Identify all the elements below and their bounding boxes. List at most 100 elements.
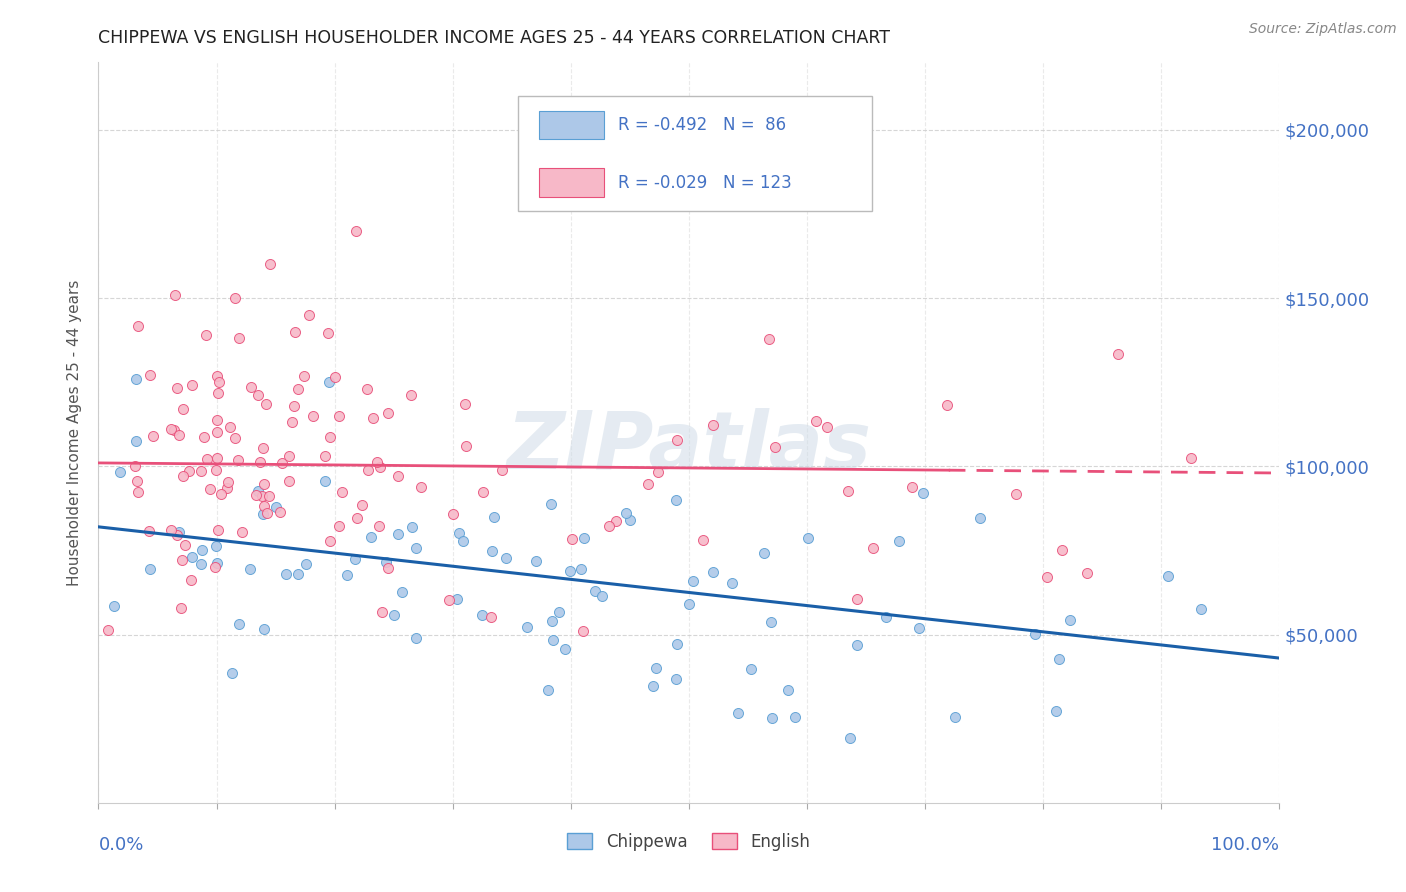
Point: [441, 507, 464, 521]
Point: [257, 489, 280, 503]
Point: [217, 475, 239, 490]
Point: [292, 368, 315, 383]
Point: [619, 513, 641, 527]
Point: [558, 565, 581, 579]
Point: [124, 458, 146, 473]
Point: [204, 559, 226, 574]
Point: [481, 543, 503, 558]
Point: [350, 498, 373, 512]
FancyBboxPatch shape: [517, 95, 872, 211]
Point: [205, 413, 228, 427]
Point: [399, 387, 422, 401]
Point: [239, 562, 262, 576]
Point: [561, 532, 583, 546]
Point: [163, 288, 186, 302]
Point: [125, 475, 148, 489]
Point: [224, 431, 246, 445]
Point: [125, 434, 148, 448]
Point: [344, 552, 367, 566]
Point: [226, 452, 249, 467]
Point: [682, 574, 704, 588]
Point: [1076, 566, 1098, 580]
Point: [209, 486, 232, 500]
Point: [375, 555, 398, 569]
Point: [228, 331, 250, 345]
Point: [1052, 543, 1074, 558]
Point: [330, 484, 353, 499]
Point: [269, 505, 291, 519]
Text: R = -0.492   N =  86: R = -0.492 N = 86: [619, 116, 786, 134]
Point: [524, 554, 547, 568]
Point: [1045, 704, 1067, 718]
Text: 100.0%: 100.0%: [1212, 836, 1279, 855]
Point: [776, 683, 799, 698]
Point: [875, 610, 897, 624]
Point: [727, 706, 749, 720]
Point: [127, 318, 149, 333]
Point: [543, 633, 565, 648]
Point: [271, 456, 294, 470]
Point: [371, 605, 394, 619]
Point: [912, 485, 935, 500]
Point: [224, 291, 246, 305]
Point: [637, 476, 659, 491]
Point: [287, 382, 309, 396]
Point: [451, 533, 474, 548]
Point: [405, 631, 427, 645]
Point: [837, 484, 859, 499]
Point: [1059, 613, 1081, 627]
Point: [207, 368, 229, 383]
Point: [377, 560, 399, 574]
Point: [245, 488, 267, 502]
Point: [382, 608, 405, 623]
Point: [665, 672, 688, 686]
Point: [138, 524, 160, 538]
Point: [449, 526, 471, 541]
Point: [142, 428, 165, 442]
Point: [287, 567, 309, 582]
Point: [167, 427, 190, 442]
Point: [174, 538, 197, 552]
Point: [409, 480, 432, 494]
Point: [207, 385, 229, 400]
Point: [295, 557, 318, 571]
Point: [647, 465, 669, 479]
Point: [1024, 627, 1046, 641]
Point: [761, 711, 783, 725]
Point: [316, 326, 339, 341]
Point: [240, 379, 263, 393]
Point: [193, 430, 215, 444]
Point: [264, 500, 287, 514]
Point: [721, 576, 744, 591]
Point: [598, 519, 620, 533]
Point: [554, 642, 576, 657]
Point: [540, 497, 562, 511]
Point: [678, 598, 700, 612]
Text: 0.0%: 0.0%: [98, 836, 143, 855]
Point: [253, 623, 276, 637]
Point: [666, 637, 689, 651]
Point: [761, 615, 783, 629]
Point: [166, 528, 188, 542]
Point: [1107, 347, 1129, 361]
Point: [328, 409, 350, 423]
Point: [401, 520, 423, 534]
Point: [180, 573, 202, 587]
Point: [319, 534, 342, 549]
Point: [298, 308, 321, 322]
Point: [484, 509, 506, 524]
Point: [228, 617, 250, 632]
Text: ZIPatlas: ZIPatlas: [506, 409, 872, 486]
Point: [1005, 487, 1028, 501]
Point: [284, 325, 307, 339]
Point: [177, 464, 200, 478]
Point: [198, 482, 221, 496]
Point: [336, 568, 359, 582]
Point: [207, 523, 229, 537]
Point: [139, 561, 162, 575]
Point: [471, 485, 494, 500]
Point: [180, 550, 202, 565]
Point: [207, 425, 229, 439]
Point: [797, 531, 820, 545]
Point: [547, 605, 569, 619]
